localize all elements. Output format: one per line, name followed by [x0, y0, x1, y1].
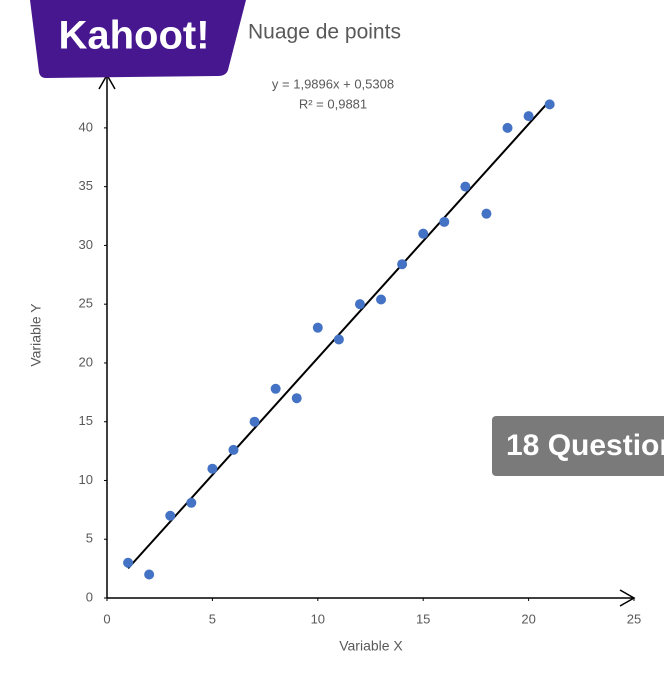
question-count-badge: 18 Questions — [492, 416, 664, 476]
point — [186, 497, 197, 508]
point — [312, 322, 323, 333]
x-tick-label: 25 — [627, 611, 641, 626]
chart-title: Nuage de points — [248, 21, 401, 44]
point — [354, 299, 365, 310]
x-tick-label: 10 — [311, 611, 325, 626]
x-axis-arrow — [619, 589, 636, 607]
point — [207, 463, 218, 474]
y-tick-label: 5 — [86, 531, 93, 546]
y-tick-label: 0 — [86, 589, 93, 604]
x-axis-label: Variable X — [339, 638, 403, 654]
trendline-r2: R² = 0,9881 — [299, 96, 367, 111]
y-tick-label: 10 — [79, 472, 93, 487]
logo: Kahoot! — [30, 0, 246, 78]
y-tick-label: 15 — [79, 413, 93, 428]
point — [439, 216, 450, 227]
point — [523, 111, 534, 122]
y-tick-label: 30 — [79, 237, 93, 252]
point — [376, 294, 387, 305]
point — [228, 444, 239, 455]
point — [123, 557, 134, 568]
point — [249, 416, 260, 427]
y-tick-label: 35 — [79, 178, 93, 193]
point — [270, 383, 281, 394]
point — [144, 569, 155, 580]
point — [502, 122, 513, 133]
point — [418, 228, 429, 239]
y-tick-label: 20 — [79, 354, 93, 369]
point — [397, 259, 408, 270]
x-tick-label: 20 — [521, 611, 535, 626]
y-tick-label: 40 — [79, 119, 93, 134]
point — [481, 208, 492, 219]
point — [544, 99, 555, 110]
point — [333, 334, 344, 345]
x-tick-label: 0 — [103, 611, 110, 626]
logo-text: Kahoot! — [58, 14, 209, 58]
point — [165, 510, 176, 521]
trendline-equation: y = 1,9896x + 0,5308 — [272, 76, 394, 91]
point — [291, 393, 302, 404]
y-tick-label: 25 — [79, 296, 93, 311]
point — [460, 181, 471, 192]
x-tick-label: 15 — [416, 611, 430, 626]
x-tick-label: 5 — [209, 611, 216, 626]
y-axis-label: Variable Y — [28, 303, 44, 367]
